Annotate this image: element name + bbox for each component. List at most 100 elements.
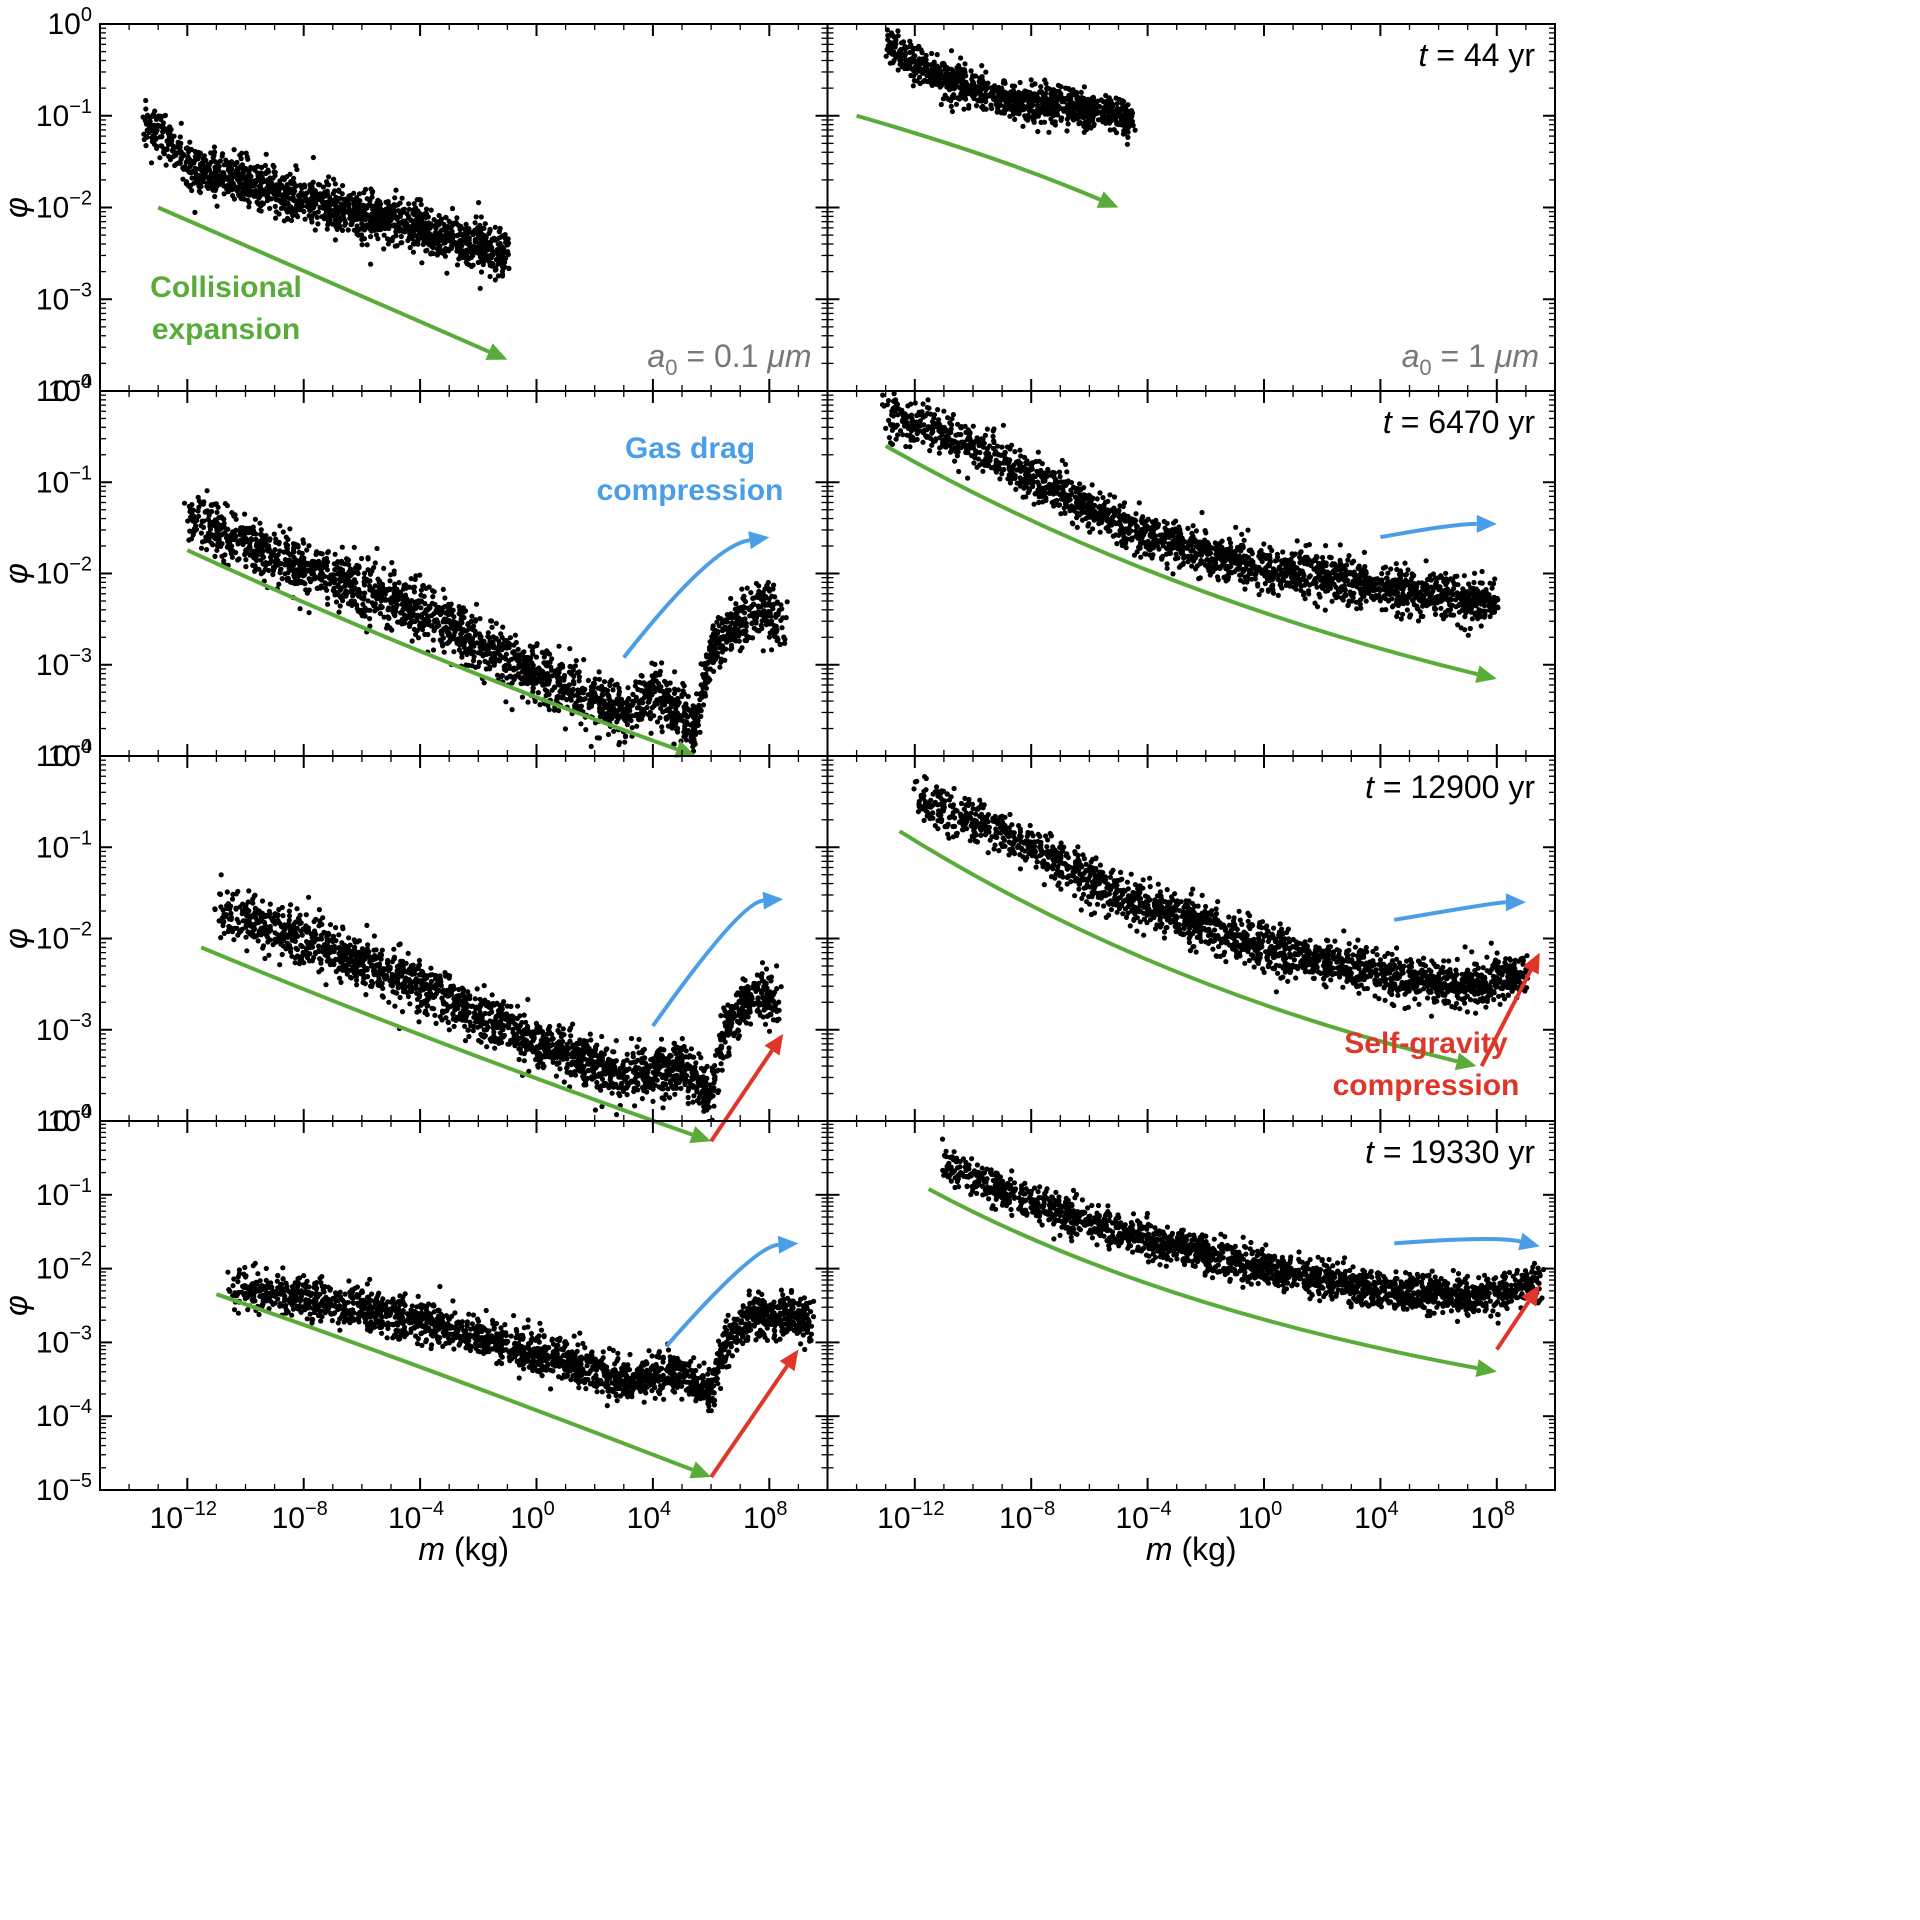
data-point xyxy=(445,246,451,252)
data-point xyxy=(231,182,237,188)
data-point xyxy=(322,189,328,196)
data-point xyxy=(235,169,241,175)
data-point xyxy=(267,205,273,211)
data-point xyxy=(184,159,190,165)
data-point xyxy=(534,641,540,647)
data-point xyxy=(409,638,415,644)
data-point xyxy=(578,721,584,727)
data-point xyxy=(364,242,370,248)
data-point xyxy=(472,628,478,635)
data-point xyxy=(1020,98,1027,104)
data-point xyxy=(690,748,697,754)
data-point xyxy=(613,713,619,719)
data-point xyxy=(287,171,293,177)
data-point xyxy=(694,691,700,697)
data-point xyxy=(296,549,302,556)
data-point xyxy=(233,534,239,540)
data-point xyxy=(372,560,378,566)
data-point xyxy=(337,587,343,593)
data-point xyxy=(324,181,330,187)
data-point xyxy=(159,124,165,130)
data-point xyxy=(556,682,563,688)
data-point xyxy=(1043,97,1049,103)
data-point xyxy=(1073,105,1079,111)
data-point xyxy=(731,637,737,643)
data-point xyxy=(542,681,548,687)
data-point xyxy=(185,149,192,155)
data-point xyxy=(675,702,681,708)
data-point xyxy=(981,86,987,92)
data-point xyxy=(688,711,694,717)
data-point xyxy=(312,227,318,233)
data-point xyxy=(709,634,715,640)
data-point xyxy=(478,269,485,275)
data-point xyxy=(376,594,382,601)
collisional-arrowhead xyxy=(1096,191,1119,208)
a0-label: a0 = 1 μm xyxy=(1402,338,1539,380)
data-point xyxy=(507,665,513,671)
y-tick-label: 10−3 xyxy=(36,279,92,316)
data-point xyxy=(708,638,714,644)
data-point xyxy=(410,218,416,224)
data-point xyxy=(503,651,509,657)
data-point xyxy=(576,678,582,684)
data-point xyxy=(1124,126,1130,132)
data-point xyxy=(693,712,699,718)
data-point xyxy=(384,218,390,224)
data-point xyxy=(454,262,461,268)
data-point xyxy=(167,157,173,163)
data-point xyxy=(742,599,749,605)
data-point xyxy=(185,518,191,524)
data-point xyxy=(233,550,239,556)
data-point xyxy=(429,612,435,619)
data-point xyxy=(904,65,910,72)
data-point xyxy=(923,52,929,59)
data-point xyxy=(994,109,1000,115)
data-point xyxy=(612,682,618,688)
data-point xyxy=(231,147,237,153)
data-point xyxy=(989,85,995,91)
data-point xyxy=(733,615,739,621)
data-point xyxy=(1052,119,1058,125)
data-point xyxy=(1092,104,1098,110)
data-point xyxy=(477,616,483,622)
data-point xyxy=(174,144,180,150)
data-point xyxy=(1121,111,1127,118)
data-point xyxy=(469,643,475,649)
data-point xyxy=(950,74,956,81)
data-point xyxy=(189,187,195,194)
data-point xyxy=(573,658,579,664)
data-point xyxy=(895,33,901,39)
data-point xyxy=(203,157,209,163)
data-point xyxy=(516,652,522,658)
data-point xyxy=(320,184,326,190)
data-point xyxy=(370,593,376,599)
data-point xyxy=(629,725,635,731)
data-point xyxy=(477,242,483,248)
data-point xyxy=(248,180,254,186)
a0-label: a0 = 0.1 μm xyxy=(647,338,811,380)
data-point xyxy=(705,659,711,666)
data-point xyxy=(295,544,301,550)
data-point xyxy=(339,227,346,233)
data-point xyxy=(396,591,402,597)
data-point xyxy=(918,47,924,53)
data-point xyxy=(423,248,429,254)
data-point xyxy=(323,206,329,213)
data-point xyxy=(193,174,199,180)
data-point xyxy=(1027,108,1033,114)
data-point xyxy=(998,97,1005,103)
data-point xyxy=(731,627,737,633)
data-point xyxy=(310,197,316,203)
data-point xyxy=(193,523,199,529)
data-point xyxy=(523,670,529,677)
data-point xyxy=(339,544,345,550)
data-point xyxy=(306,610,312,616)
data-point xyxy=(471,654,477,660)
data-point xyxy=(525,699,531,705)
data-point xyxy=(344,556,350,562)
data-point xyxy=(200,501,206,507)
data-point xyxy=(949,66,955,72)
data-point xyxy=(270,567,276,573)
data-point xyxy=(214,533,220,539)
